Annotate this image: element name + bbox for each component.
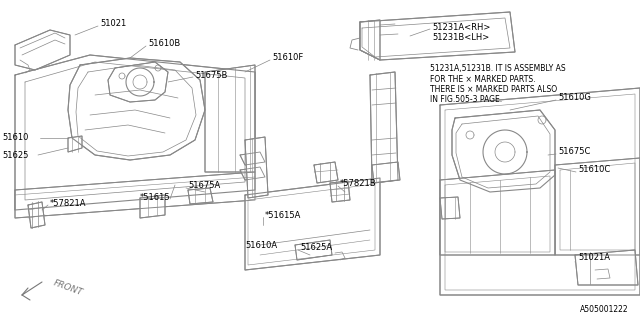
Polygon shape <box>330 181 350 202</box>
Polygon shape <box>240 152 265 165</box>
Polygon shape <box>452 110 555 192</box>
Text: IN FIG.505-3 PAGE.: IN FIG.505-3 PAGE. <box>430 95 502 105</box>
Polygon shape <box>314 162 338 183</box>
Text: 51625A: 51625A <box>300 244 332 252</box>
Text: 51675A: 51675A <box>188 180 220 189</box>
Polygon shape <box>370 72 398 183</box>
Text: FOR THE × MARKED PARTS.: FOR THE × MARKED PARTS. <box>430 76 536 84</box>
Text: 51610B: 51610B <box>148 38 180 47</box>
Polygon shape <box>28 202 45 228</box>
Text: 51231B<LH>: 51231B<LH> <box>432 34 489 43</box>
Text: 51675C: 51675C <box>558 148 590 156</box>
Polygon shape <box>575 250 638 285</box>
Polygon shape <box>245 178 380 270</box>
Polygon shape <box>108 62 168 102</box>
Polygon shape <box>440 170 555 255</box>
Text: 51610: 51610 <box>2 133 28 142</box>
Text: A505001222: A505001222 <box>580 306 628 315</box>
Polygon shape <box>240 167 265 180</box>
Text: FRONT: FRONT <box>52 278 84 298</box>
Text: *57821B: *57821B <box>340 179 376 188</box>
Polygon shape <box>205 65 255 172</box>
Polygon shape <box>555 158 640 255</box>
Polygon shape <box>440 197 460 219</box>
Text: *57821A: *57821A <box>50 198 86 207</box>
Text: 51610F: 51610F <box>272 53 303 62</box>
Text: 51610A: 51610A <box>245 241 277 250</box>
Text: 51231A,51231B. IT IS ASSEMBLY AS: 51231A,51231B. IT IS ASSEMBLY AS <box>430 63 566 73</box>
Text: 51021: 51021 <box>100 19 126 28</box>
Text: 51675B: 51675B <box>195 70 227 79</box>
Text: 51610C: 51610C <box>578 165 611 174</box>
Text: 51021A: 51021A <box>578 253 610 262</box>
Polygon shape <box>360 20 380 60</box>
Text: 51231A<RH>: 51231A<RH> <box>432 22 490 31</box>
Polygon shape <box>188 188 213 204</box>
Polygon shape <box>68 58 205 160</box>
Polygon shape <box>360 12 515 60</box>
Polygon shape <box>68 136 82 152</box>
Polygon shape <box>15 172 255 218</box>
Text: *51615A: *51615A <box>265 211 301 220</box>
Polygon shape <box>245 137 268 198</box>
Polygon shape <box>140 195 165 218</box>
Text: 51610G: 51610G <box>558 93 591 102</box>
Polygon shape <box>15 30 70 70</box>
Text: 51625: 51625 <box>2 150 28 159</box>
Polygon shape <box>440 88 640 295</box>
Polygon shape <box>15 55 255 210</box>
Polygon shape <box>295 240 332 260</box>
Text: THERE IS × MARKED PARTS ALSO: THERE IS × MARKED PARTS ALSO <box>430 85 557 94</box>
Polygon shape <box>372 162 400 183</box>
Text: *51615: *51615 <box>140 194 171 203</box>
